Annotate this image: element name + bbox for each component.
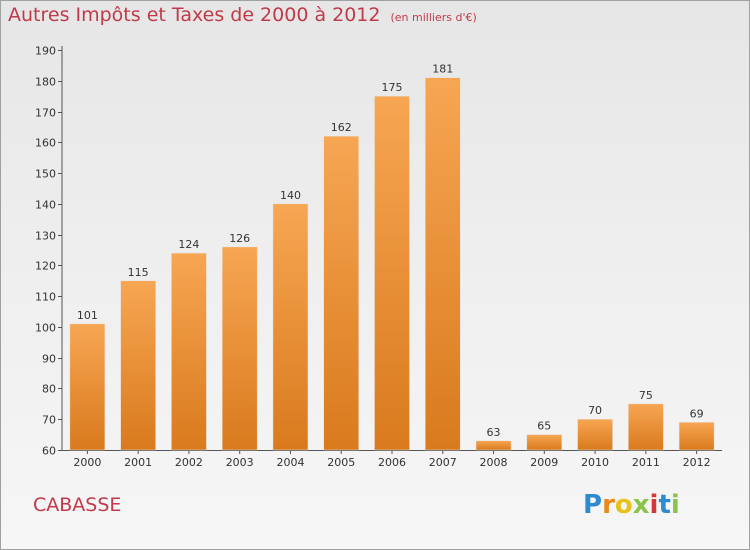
y-tick-label: 150: [35, 168, 56, 181]
x-tick-label: 2006: [378, 456, 406, 469]
logo-letter: r: [602, 490, 615, 520]
x-tick-label: 2011: [632, 456, 660, 469]
y-tick-label: 100: [35, 322, 56, 335]
bar: [475, 440, 512, 451]
x-tick-label: 2009: [530, 456, 558, 469]
x-tick-label: 2003: [226, 456, 254, 469]
bar: [628, 403, 664, 451]
bar: [171, 252, 207, 451]
x-tick-label: 2001: [124, 456, 152, 469]
chart-unit: (en milliers d'€): [390, 11, 477, 24]
data-label: 175: [382, 81, 403, 94]
data-label: 75: [639, 389, 653, 402]
data-label: 70: [588, 404, 602, 417]
y-tick-label: 60: [42, 445, 56, 458]
x-tick-label: 2005: [327, 456, 355, 469]
logo-letter: i: [649, 490, 659, 520]
y-tick-label: 110: [35, 291, 56, 304]
bar: [69, 323, 106, 451]
x-tick-label: 2002: [175, 456, 203, 469]
data-label: 181: [432, 63, 453, 76]
y-tick-label: 120: [35, 260, 56, 273]
bar: [577, 418, 613, 451]
x-tick-label: 2012: [683, 456, 711, 469]
data-label: 101: [77, 309, 98, 322]
y-tick-label: 170: [35, 107, 56, 120]
data-label: 126: [229, 232, 250, 245]
data-label: 63: [487, 426, 501, 439]
y-tick-label: 140: [35, 199, 56, 212]
logo-letter: P: [583, 490, 603, 520]
y-tick-label: 190: [35, 45, 56, 58]
data-label: 162: [331, 121, 352, 134]
x-tick-label: 2004: [276, 456, 304, 469]
data-label: 124: [178, 238, 199, 251]
y-tick-label: 90: [42, 353, 56, 366]
bar: [374, 95, 410, 451]
x-tick-label: 2007: [429, 456, 457, 469]
logo-letter: i: [670, 490, 680, 520]
x-tick-label: 2010: [581, 456, 609, 469]
logo-letter: x: [632, 490, 650, 520]
y-tick-label: 130: [35, 230, 56, 243]
title-block: Autres Impôts et Taxes de 2000 à 2012 (en…: [8, 4, 477, 26]
bar: [323, 135, 359, 451]
bar: [120, 280, 156, 451]
data-label: 65: [537, 420, 551, 433]
x-tick-label: 2000: [73, 456, 101, 469]
bar: [526, 434, 563, 451]
x-tick-label: 2008: [480, 456, 508, 469]
y-tick-label: 180: [35, 76, 56, 89]
chart-title: Autres Impôts et Taxes de 2000 à 2012: [8, 4, 381, 26]
y-tick-label: 160: [35, 137, 56, 150]
bar: [425, 77, 461, 451]
data-label: 69: [690, 407, 704, 420]
logo-letter: t: [658, 490, 671, 520]
y-tick-label: 80: [42, 383, 56, 396]
bar: [272, 203, 309, 451]
data-label: 140: [280, 189, 301, 202]
y-tick-label: 70: [42, 414, 56, 427]
data-label: 115: [128, 266, 149, 279]
proxiti-logo: Proxiti: [583, 490, 680, 520]
logo-letter: o: [614, 490, 633, 520]
commune-name: CABASSE: [33, 494, 122, 516]
bar: [221, 246, 258, 451]
bar: [678, 422, 715, 451]
